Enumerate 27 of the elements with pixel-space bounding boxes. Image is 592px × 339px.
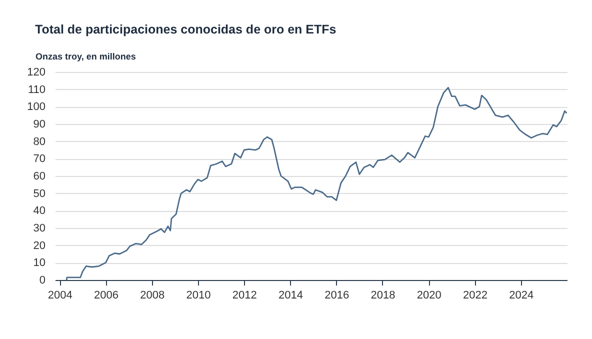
x-tick-label: 2010 [186, 290, 211, 302]
y-tick-label: 120 [27, 66, 46, 78]
x-tick-label: 2024 [509, 290, 534, 302]
x-tick-label: 2004 [48, 290, 72, 302]
y-tick-label: 60 [33, 170, 46, 182]
y-tick-label: 70 [33, 153, 46, 166]
x-tick-label: 2022 [463, 290, 488, 302]
line-series [66, 86, 567, 280]
y-axis-title: Onzas troy, en millones [36, 52, 136, 62]
y-tick-label: 30 [33, 222, 46, 234]
x-tick-label: 2016 [324, 290, 350, 302]
x-tick-label: 2018 [370, 290, 396, 302]
x-tick-label: 2014 [278, 290, 303, 302]
x-tick-label: 2012 [232, 290, 257, 302]
x-tick-label: 2020 [416, 290, 442, 302]
y-tick-label: 20 [33, 240, 46, 252]
y-tick-label: 100 [27, 101, 46, 114]
y-tick-label: 80 [33, 136, 46, 148]
y-tick-label: 10 [33, 257, 46, 270]
y-tick-label: 90 [33, 118, 46, 130]
x-tick-label: 2006 [94, 290, 118, 302]
y-tick-label: 110 [28, 84, 46, 96]
y-tick-label: 50 [33, 188, 46, 200]
y-tick-label: 0 [39, 274, 46, 286]
chart-title: Total de participaciones conocidas de oro en ETFs [35, 22, 336, 36]
x-tick-label: 2008 [140, 290, 165, 302]
y-tick-label: 40 [33, 205, 46, 218]
